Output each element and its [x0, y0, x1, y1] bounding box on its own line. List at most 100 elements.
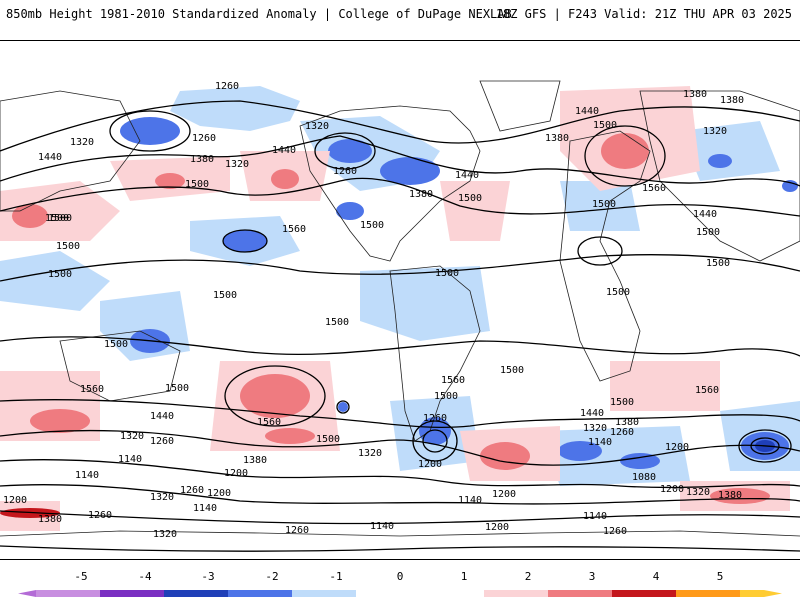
neg-anom-core — [336, 202, 364, 220]
contour-label: 1140 — [75, 470, 99, 481]
neg-anom-core — [419, 417, 451, 445]
contour-label: 1380 — [243, 455, 267, 466]
contour-label: 1260 — [88, 510, 112, 521]
colorbar-tick: 5 — [716, 570, 724, 583]
colorbar-bin — [164, 590, 228, 597]
contour-line — [0, 135, 800, 187]
pos-anom-area — [610, 361, 720, 411]
contour-label: 1500 — [500, 365, 524, 376]
neg-anom-area — [540, 426, 690, 486]
contour-line — [0, 510, 800, 525]
contour-line — [0, 429, 800, 466]
contour-label: 1560 — [695, 385, 719, 396]
neg-anom-core — [380, 157, 440, 185]
contour-label: 1320 — [70, 137, 94, 148]
contour-label: 1260 — [423, 413, 447, 424]
contour-line — [0, 177, 800, 217]
colorbar-tick: -2 — [265, 570, 279, 583]
contour-line — [0, 254, 800, 282]
colorbar-tick: 2 — [524, 570, 532, 583]
contour-closed-high — [224, 365, 326, 427]
colorbar-tick: -3 — [201, 570, 215, 583]
contour-label: 1560 — [80, 384, 104, 395]
pos-anom-core — [601, 133, 649, 169]
contour-label: 1140 — [118, 454, 142, 465]
contour-label: 1500 — [706, 258, 730, 269]
negative-anomaly-shading — [0, 86, 800, 486]
pos-anom-core — [271, 169, 299, 189]
contour-closed-low — [577, 236, 623, 266]
coastline-asia-west — [0, 90, 141, 212]
contour-closed-low — [336, 400, 350, 414]
contour-label: 1260 — [285, 525, 309, 536]
contour-label: 1320 — [305, 121, 329, 132]
contour-label: 1200 — [418, 459, 442, 470]
colorbar-tick: 3 — [588, 570, 596, 583]
coastlines — [0, 80, 800, 537]
neg-anom-core — [620, 453, 660, 469]
neg-anom-core — [338, 402, 348, 412]
neg-anom-core — [223, 230, 267, 252]
colorbar-bin — [228, 590, 292, 597]
contour-label: 1260 — [603, 526, 627, 537]
anomaly-colorbar: -5 -4 -3 -2 -1 0 1 2 3 4 5 — [0, 570, 800, 600]
contour-label: 1260 — [333, 166, 357, 177]
contour-line — [0, 100, 800, 152]
run-info: 18Z GFS | F243 Valid: 21Z THU APR 03 202… — [495, 7, 792, 21]
colorbar-tick: -1 — [329, 570, 343, 583]
contour-label: 1500 — [696, 227, 720, 238]
contour-label: 1500 — [435, 268, 459, 279]
world-map: 1260 1320 1440 1260 1380 1320 1320 1440 … — [0, 80, 800, 552]
contour-label: 1200 — [224, 468, 248, 479]
colorbar-arrow-left — [18, 590, 36, 597]
contour-label: 1380 — [38, 514, 62, 525]
contour-label: 1320 — [358, 448, 382, 459]
colorbar-bin — [676, 590, 740, 597]
height-contours — [0, 100, 800, 552]
colorbar-gradient — [18, 590, 782, 597]
positive-anomaly-shading — [0, 86, 790, 531]
contour-label: 1320 — [150, 492, 174, 503]
contour-closed-low — [222, 229, 268, 253]
contour-label: 1560 — [642, 183, 666, 194]
contour-label: 1500 — [185, 179, 209, 190]
map-title: 850mb Height 1981-2010 Standardized Anom… — [6, 7, 512, 21]
contour-label: 1440 — [150, 411, 174, 422]
contour-label: 1560 — [441, 375, 465, 386]
colorbar-bin — [36, 590, 100, 597]
colorbar-bin — [356, 590, 420, 597]
colorbar-bin — [484, 590, 548, 597]
coastline-greenland — [479, 80, 561, 132]
coastline-south-america — [389, 265, 481, 442]
contour-closed-high — [584, 125, 666, 187]
contour-label: 1140 — [458, 495, 482, 506]
neg-anom-area — [680, 121, 780, 181]
contour-label: 1440 — [693, 209, 717, 220]
contour-label: 1200 — [3, 495, 27, 506]
contour-line — [0, 399, 800, 428]
map-panel: 1260 1320 1440 1260 1380 1320 1320 1440 … — [0, 40, 800, 560]
contour-label: 1440 — [580, 408, 604, 419]
contour-label: 1500 — [165, 383, 189, 394]
header: 850mb Height 1981-2010 Standardized Anom… — [0, 0, 800, 28]
contour-label: 1500 — [434, 391, 458, 402]
pos-anom-core — [240, 374, 310, 418]
neg-anom-core — [558, 441, 602, 461]
neg-anom-area — [0, 251, 110, 311]
colorbar-bin — [420, 590, 484, 597]
colorbar-tick: 4 — [652, 570, 660, 583]
pos-anom-area — [440, 181, 510, 241]
colorbar-tick: -4 — [138, 570, 152, 583]
contour-line — [0, 459, 800, 489]
contour-label: 1500 — [45, 213, 69, 224]
contour-label: 1260 — [192, 133, 216, 144]
neg-anom-area — [170, 86, 300, 131]
contour-label: 1560 — [282, 224, 306, 235]
contour-label: 1320 — [153, 529, 177, 540]
contour-label: 1440 — [455, 170, 479, 181]
colorbar-bin — [292, 590, 356, 597]
contour-label: 1500 — [213, 290, 237, 301]
colorbar-tick: 0 — [396, 570, 404, 583]
pos-anom-core — [155, 173, 185, 189]
contour-line — [0, 545, 800, 552]
